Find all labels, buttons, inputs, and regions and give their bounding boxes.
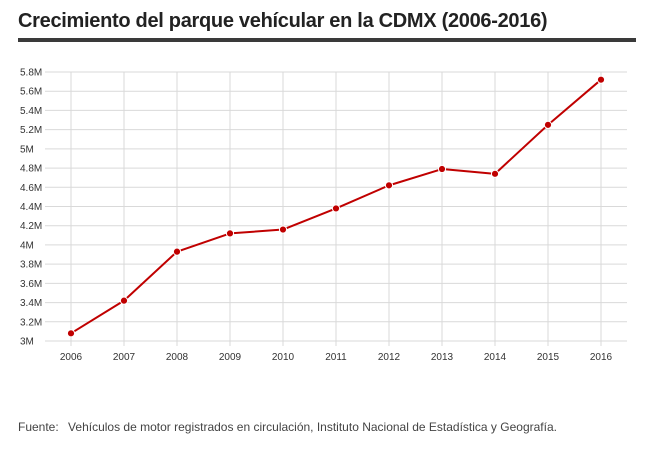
y-tick-label: 4.4M: [20, 202, 42, 213]
y-axis-ticks: 3M 3.2M 3.4M 3.6M 3.8M 4M 4.2M 4.4M 4.6M 4.8M 5M 5.…: [20, 68, 42, 348]
title-rule: [18, 38, 636, 42]
y-tick-label: 5.8M: [20, 68, 42, 79]
y-tick-label: 4M: [20, 240, 34, 251]
x-tick-label: 2006: [60, 352, 83, 363]
x-tick-label: 2010: [272, 352, 295, 363]
x-tick-label: 2008: [166, 352, 189, 363]
data-point: [278, 225, 288, 234]
x-tick-label: 2016: [590, 352, 613, 363]
data-point: [119, 296, 129, 305]
y-tick-label: 5.6M: [20, 87, 42, 98]
data-point: [66, 329, 76, 338]
y-tick-label: 4.6M: [20, 183, 42, 194]
data-point: [596, 75, 606, 84]
data-point: [490, 169, 500, 178]
line-chart: 3M 3.2M 3.4M 3.6M 3.8M 4M 4.2M 4.4M 4.6M 4.8M 5M 5.…: [20, 68, 627, 363]
y-tick-label: 5.4M: [20, 106, 42, 117]
source-text: Vehículos de motor registrados en circul…: [68, 420, 557, 434]
y-tick-label: 3.2M: [20, 317, 42, 328]
chart-title: Crecimiento del parque vehícular en la C…: [18, 10, 548, 32]
y-tick-label: 4.2M: [20, 221, 42, 232]
y-tick-label: 3M: [20, 337, 34, 348]
y-tick-label: 3.8M: [20, 260, 42, 271]
x-tick-label: 2007: [113, 352, 136, 363]
x-tick-label: 2015: [537, 352, 560, 363]
x-tick-label: 2012: [378, 352, 401, 363]
y-tick-label: 4.8M: [20, 164, 42, 175]
data-point: [172, 247, 182, 256]
data-point: [543, 120, 553, 129]
data-point: [331, 204, 341, 213]
y-tick-label: 3.4M: [20, 298, 42, 309]
x-tick-label: 2011: [325, 352, 347, 363]
x-tick-label: 2009: [219, 352, 242, 363]
series-layer: [66, 75, 606, 338]
y-tick-label: 3.6M: [20, 279, 42, 290]
y-tick-label: 5M: [20, 144, 34, 155]
data-point: [437, 164, 447, 174]
x-tick-label: 2013: [431, 352, 454, 363]
x-axis-ticks: 2006 2007 2008 2009 2010 2011 2012 2013 2014 2015…: [60, 352, 613, 363]
data-point: [384, 181, 394, 190]
source-label: Fuente:: [18, 420, 59, 434]
y-tick-label: 5.2M: [20, 125, 42, 136]
x-tick-label: 2014: [484, 352, 507, 363]
gridlines: [45, 71, 627, 346]
source-note: Fuente: Vehículos de motor registrados e…: [18, 420, 557, 434]
data-point: [225, 229, 235, 238]
